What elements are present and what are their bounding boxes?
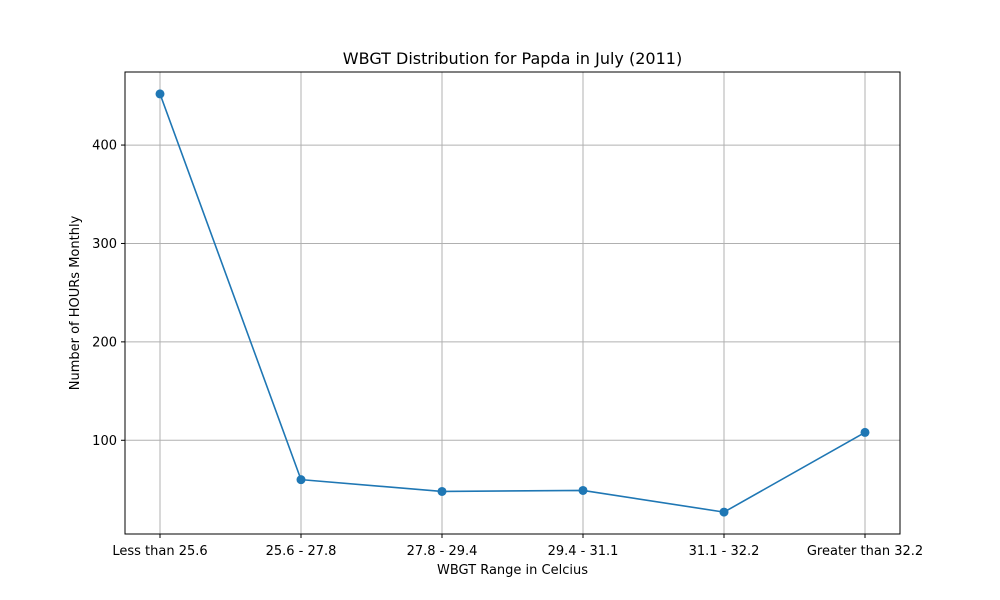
data-point [719,507,729,517]
x-tick-label: 31.1 - 32.2 [689,544,760,559]
plot-frame [124,71,901,535]
chart-title: WBGT Distribution for Papda in July (201… [343,49,682,68]
data-point [155,89,165,99]
x-tick-label: 27.8 - 29.4 [407,544,478,559]
x-tick-label: 25.6 - 27.8 [266,544,337,559]
y-tick-label: 400 [92,139,117,154]
x-tick-label: Less than 25.6 [112,544,207,559]
grid-layer [125,72,900,534]
x-tick-label: 29.4 - 31.1 [548,544,619,559]
x-axis-label: WBGT Range in Celcius [437,563,588,578]
y-axis-label: Number of HOURs Monthly [68,215,83,390]
axis-ticks-layer: Less than 25.6 25.6 - 27.8 27.8 - 29.4 29.4… [92,139,923,559]
data-point [437,486,447,496]
data-point [860,427,870,437]
x-tick-label: Greater than 32.2 [807,544,923,559]
data-point [296,475,306,485]
y-tick-label: 100 [92,434,117,449]
y-tick-label: 200 [92,335,117,350]
series-line [159,93,866,513]
series-layer [155,89,870,517]
data-point [578,485,588,495]
y-tick-label: 300 [92,237,117,252]
